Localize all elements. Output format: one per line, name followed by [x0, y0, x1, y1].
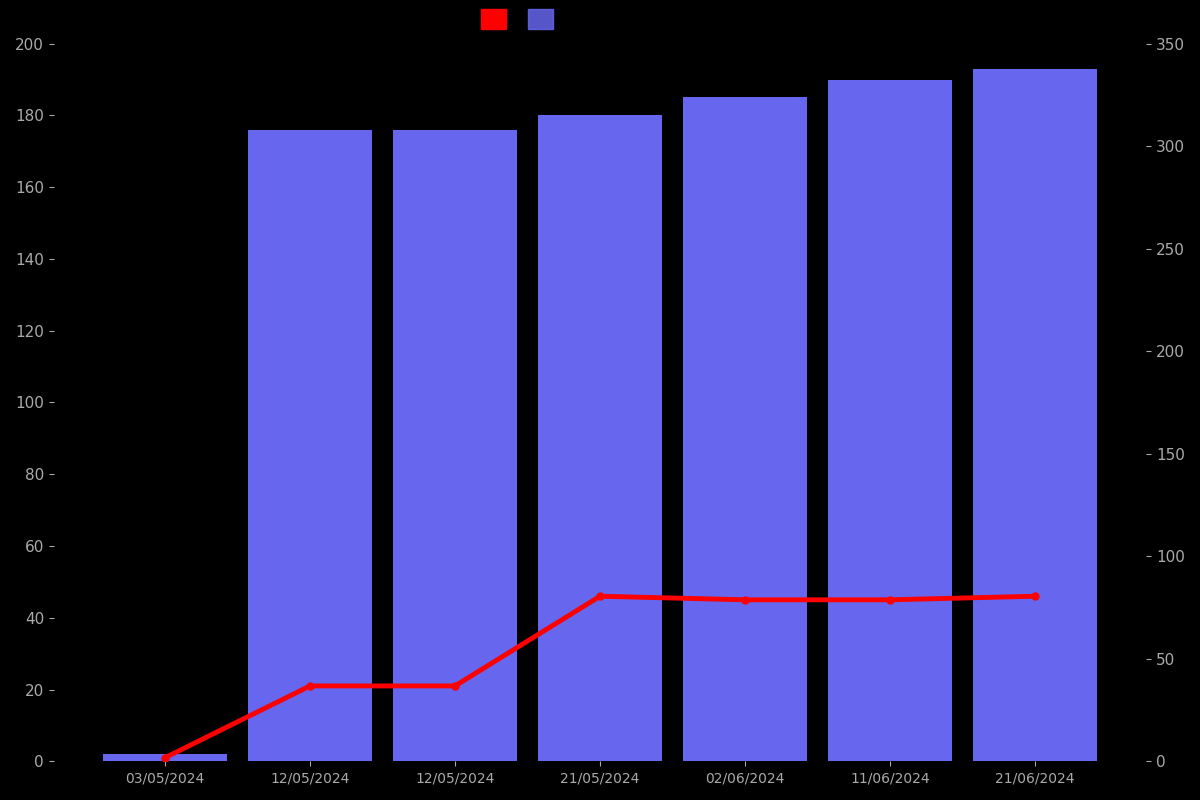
- Bar: [103, 754, 227, 762]
- Bar: [683, 98, 806, 762]
- Bar: [973, 69, 1097, 762]
- Bar: [828, 79, 952, 762]
- Bar: [539, 115, 661, 762]
- Bar: [394, 130, 517, 762]
- Bar: [248, 130, 372, 762]
- Legend: , : ,: [481, 9, 566, 30]
